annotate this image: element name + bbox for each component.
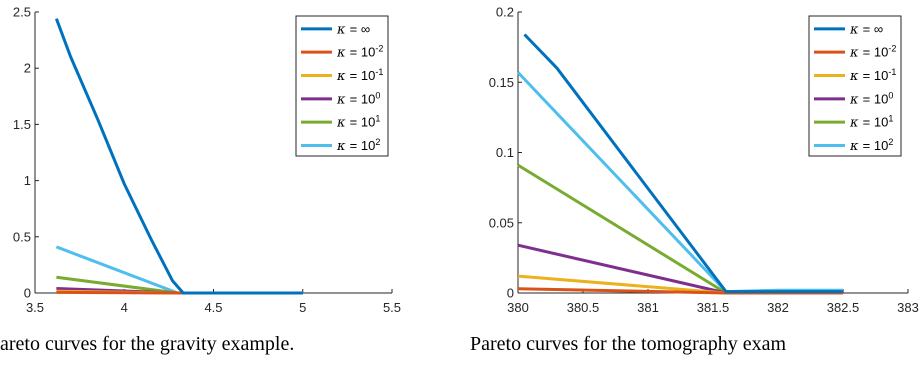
y-tick-label: 0 (507, 286, 514, 301)
y-tick-label: 0.5 (13, 229, 31, 244)
legend-label-3: κ = 100 (849, 90, 893, 107)
y-tick-label: 0.1 (496, 145, 514, 160)
legend-label-4: κ = 101 (849, 114, 893, 131)
legend-label-5: κ = 102 (336, 137, 380, 154)
x-tick-label: 5 (299, 300, 306, 315)
legend-label-3: κ = 100 (336, 90, 380, 107)
legend: κ = ∞ κ = 10-2 κ = 10-1 κ = 100 κ = 101 κ = 1… (295, 15, 389, 157)
chart-gravity: 3.5 4 4.5 5 5.500.511.522.5κ = ∞κ = 10-2κ = … (13, 5, 401, 316)
y-tick-label: 0.05 (489, 215, 514, 230)
x-tick-label: 381.5 (697, 300, 730, 315)
y-tick-label: 0.2 (496, 5, 514, 20)
legend-label-5: κ = 102 (849, 137, 893, 154)
legend-label-0: κ = ∞ (849, 21, 883, 37)
y-tick-label: 2 (24, 61, 31, 76)
legend-label-2: κ = 10-1 (336, 67, 383, 84)
legend-box (808, 15, 902, 157)
legend-label-4: κ = 101 (336, 114, 380, 131)
y-tick-label: 0 (24, 286, 31, 301)
x-tick-label: 4 (121, 300, 128, 315)
legend-label-0: κ = ∞ (336, 21, 370, 37)
chart-tomography: 380 380.5 381 381.5 382 382.5 383 0 0.05 0.1 0.15 0… (489, 5, 919, 316)
legend-box (295, 15, 389, 157)
y-tick-label: 1 (24, 173, 31, 188)
caption-tomography: Pareto curves for the tomography exam (470, 333, 787, 355)
x-tick-label: 381 (637, 300, 659, 315)
x-tick-label: 382.5 (827, 300, 860, 315)
series-line-5 (55, 245, 303, 295)
x-tick-label: 380.5 (567, 300, 600, 315)
series-line-5 (516, 71, 843, 294)
legend-label-2: κ = 10-1 (849, 67, 896, 84)
series-line-3 (517, 243, 843, 295)
caption-gravity: areto curves for the gravity example. (0, 333, 295, 355)
x-tick-label: 4.5 (204, 300, 222, 315)
y-tick-label: 2.5 (13, 5, 31, 20)
y-tick-label: 1.5 (13, 117, 31, 132)
legend-label-1: κ = 10-2 (849, 44, 896, 61)
x-tick-label: 382 (767, 300, 789, 315)
y-tick-label: 0.15 (489, 75, 514, 90)
x-tick-label: 5.5 (383, 300, 401, 315)
legend: κ = ∞ κ = 10-2 κ = 10-1 κ = 100 κ = 101 κ = 1… (808, 15, 902, 157)
x-tick-label: 3.5 (26, 300, 44, 315)
x-tick-label: 383 (897, 300, 919, 315)
series-line-0 (54, 18, 303, 295)
legend-label-1: κ = 10-2 (336, 44, 383, 61)
x-tick-label: 380 (507, 300, 529, 315)
series-line-0 (523, 33, 843, 294)
